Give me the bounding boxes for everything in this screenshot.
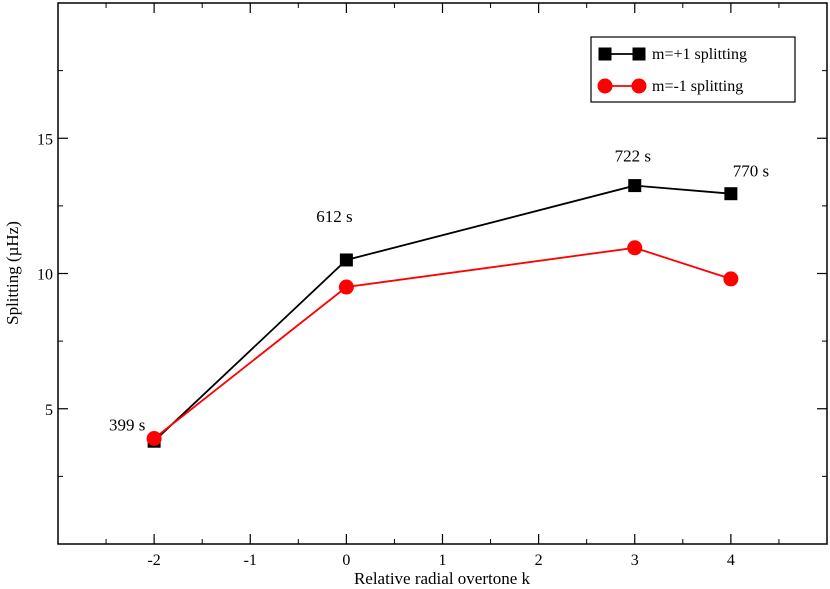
x-axis-title: Relative radial overtone k xyxy=(354,569,531,588)
y-tick-label: 10 xyxy=(37,267,53,284)
point-annotation: 770 s xyxy=(733,162,769,181)
axis-ticks: -2 -1 0 1 2 3 4 5 10 15 xyxy=(37,3,827,569)
legend-items: m=+1 splitting m=-1 splitting xyxy=(597,46,747,95)
y-tick-label: 5 xyxy=(45,402,53,419)
x-tick-label: 4 xyxy=(727,552,735,569)
legend-box xyxy=(590,36,796,103)
legend-label: m=+1 splitting xyxy=(652,46,747,63)
data-point-circle xyxy=(338,279,354,295)
annotation-layer: 399 s 612 s 722 s 770 s xyxy=(109,147,769,435)
x-tick-label: -1 xyxy=(244,552,257,569)
legend-marker xyxy=(632,47,646,61)
data-point-circle xyxy=(627,240,643,256)
point-annotation: 722 s xyxy=(615,147,651,166)
point-annotation: 612 s xyxy=(316,207,352,226)
x-tick-label: 1 xyxy=(439,552,447,569)
series-layer xyxy=(146,179,739,448)
x-tick-label: -2 xyxy=(147,552,160,569)
data-point-circle xyxy=(723,271,739,287)
point-annotation: 399 s xyxy=(109,416,145,435)
legend: m=+1 splitting m=-1 splitting xyxy=(590,36,796,103)
data-point-square xyxy=(628,179,642,193)
y-axis-title: Splitting (µHz) xyxy=(3,221,22,325)
series-line xyxy=(153,246,732,440)
data-point-square xyxy=(339,253,353,267)
data-point-square xyxy=(724,187,738,201)
x-tick-label: 2 xyxy=(535,552,543,569)
data-point-circle xyxy=(146,431,162,447)
series-line xyxy=(153,184,731,442)
legend-marker xyxy=(598,47,612,61)
legend-marker xyxy=(597,78,613,94)
y-tick-label: 15 xyxy=(37,131,53,148)
x-tick-label: 3 xyxy=(631,552,639,569)
legend-marker xyxy=(631,78,647,94)
legend-label: m=-1 splitting xyxy=(652,78,743,95)
x-tick-label: 0 xyxy=(342,552,350,569)
